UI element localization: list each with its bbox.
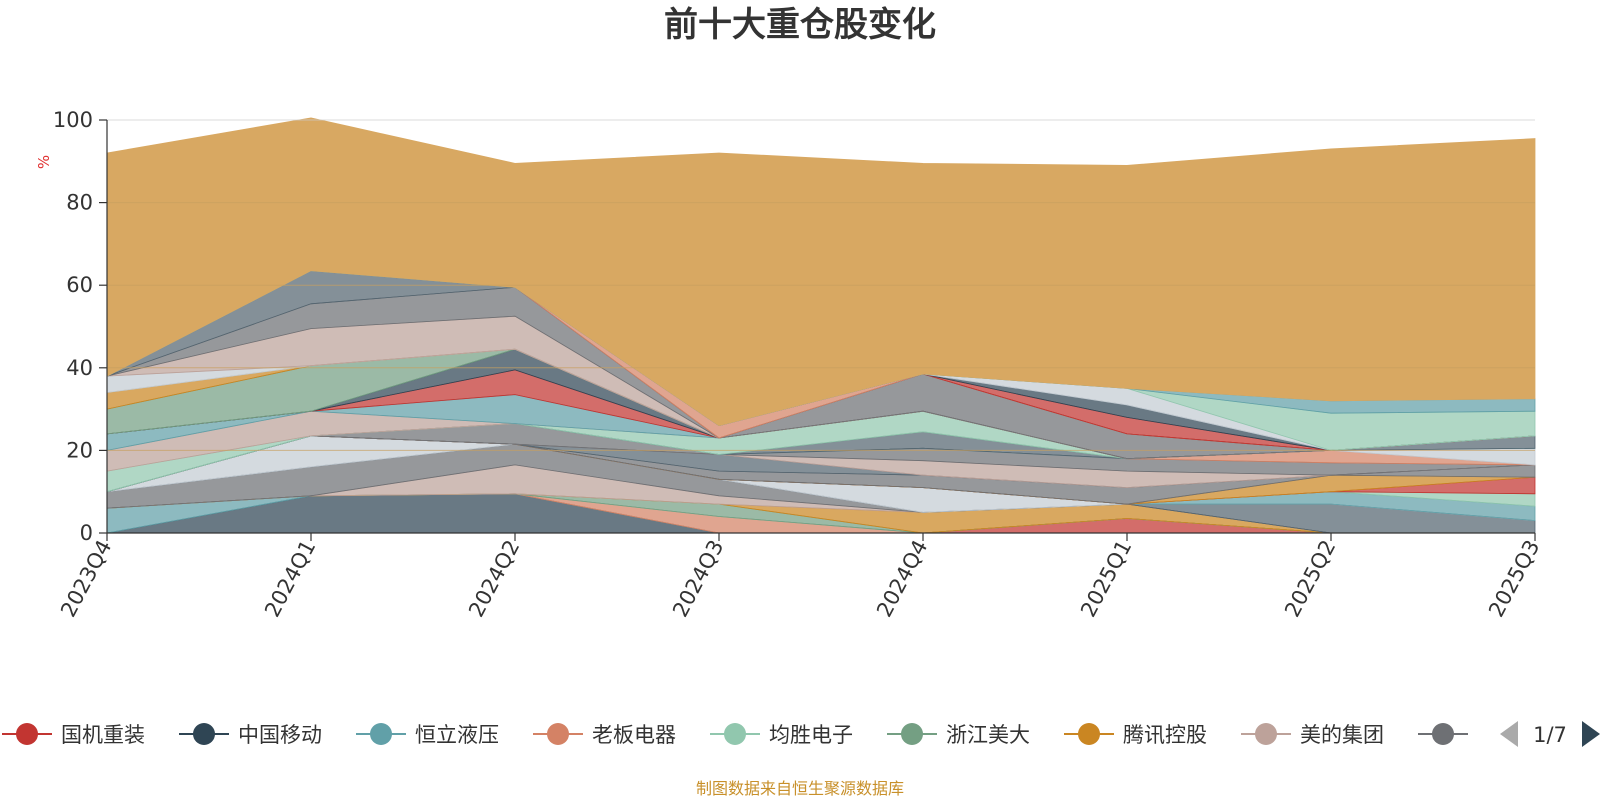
x-tick-label: 2025Q1 [1076, 536, 1136, 621]
legend-label: 国机重装 [61, 723, 145, 747]
legend-marker-icon [724, 723, 746, 745]
x-tick-label: 2025Q2 [1280, 536, 1340, 621]
legend-label: 腾讯控股 [1123, 723, 1207, 747]
legend-label: 老板电器 [592, 723, 676, 747]
y-tick-label: 80 [66, 191, 93, 215]
y-tick-label: 40 [66, 356, 93, 380]
data-source-note: 制图数据来自恒生聚源数据库 [696, 779, 904, 798]
x-tick-label: 2023Q4 [56, 536, 116, 621]
y-axis-unit: % [35, 155, 53, 169]
y-tick-label: 0 [80, 521, 93, 545]
legend-item[interactable]: 恒立液压 [356, 723, 499, 747]
legend-marker-icon [370, 723, 392, 745]
x-tick-label: 2024Q2 [464, 536, 524, 621]
legend-item[interactable]: 美的集团 [1241, 723, 1384, 747]
area-series-group [106, 117, 1536, 534]
y-tick-labels: 0 20 40 60 80 100 [53, 108, 107, 545]
legend-pager: 1/7 [1500, 721, 1600, 747]
legend-marker-icon [1432, 723, 1454, 745]
y-tick-label: 60 [66, 273, 93, 297]
x-tick-labels: 2023Q4 2024Q1 2024Q2 2024Q3 2024Q4 2025Q1 2025… [56, 533, 1544, 621]
legend-marker-icon [901, 723, 923, 745]
area-series-40 [106, 117, 1536, 427]
legend-marker-icon [1255, 723, 1277, 745]
legend-item[interactable]: 腾讯控股 [1064, 723, 1207, 747]
legend-marker-icon [547, 723, 569, 745]
y-tick-label: 100 [53, 108, 93, 132]
legend-item[interactable]: 中国移动 [179, 723, 322, 747]
legend-label: 均胜电子 [769, 723, 853, 747]
axes [106, 120, 1535, 534]
x-tick-label: 2025Q3 [1484, 536, 1544, 621]
x-tick-label: 2024Q4 [872, 536, 932, 621]
pager-page-indicator: 1/7 [1533, 723, 1567, 747]
legend-item[interactable]: 均胜电子 [710, 723, 853, 747]
pager-next-icon[interactable] [1582, 721, 1600, 747]
gridlines [107, 119, 1535, 451]
x-tick-label: 2024Q1 [260, 536, 320, 621]
y-tick-label: 20 [66, 438, 93, 462]
chart-title: 前十大重仓股变化 [664, 5, 936, 45]
legend-marker-icon [1078, 723, 1100, 745]
x-tick-label: 2024Q3 [668, 536, 728, 621]
pager-prev-icon[interactable] [1500, 721, 1518, 747]
legend-label: 中国移动 [238, 723, 322, 747]
legend-label: 浙江美大 [946, 723, 1030, 747]
legend-label: 恒立液压 [415, 723, 499, 747]
legend-item[interactable] [1418, 723, 1468, 745]
legend-item[interactable]: 老板电器 [533, 723, 676, 747]
legend-marker-icon [16, 723, 38, 745]
legend-item[interactable]: 浙江美大 [887, 723, 1030, 747]
legend-label: 美的集团 [1300, 723, 1384, 747]
legend-marker-icon [193, 723, 215, 745]
legend: 国机重装 中国移动 恒立液压 老板电器 均胜电子 浙江美大 腾讯控股 美的集团 [2, 723, 1468, 747]
legend-item[interactable]: 国机重装 [2, 723, 145, 747]
